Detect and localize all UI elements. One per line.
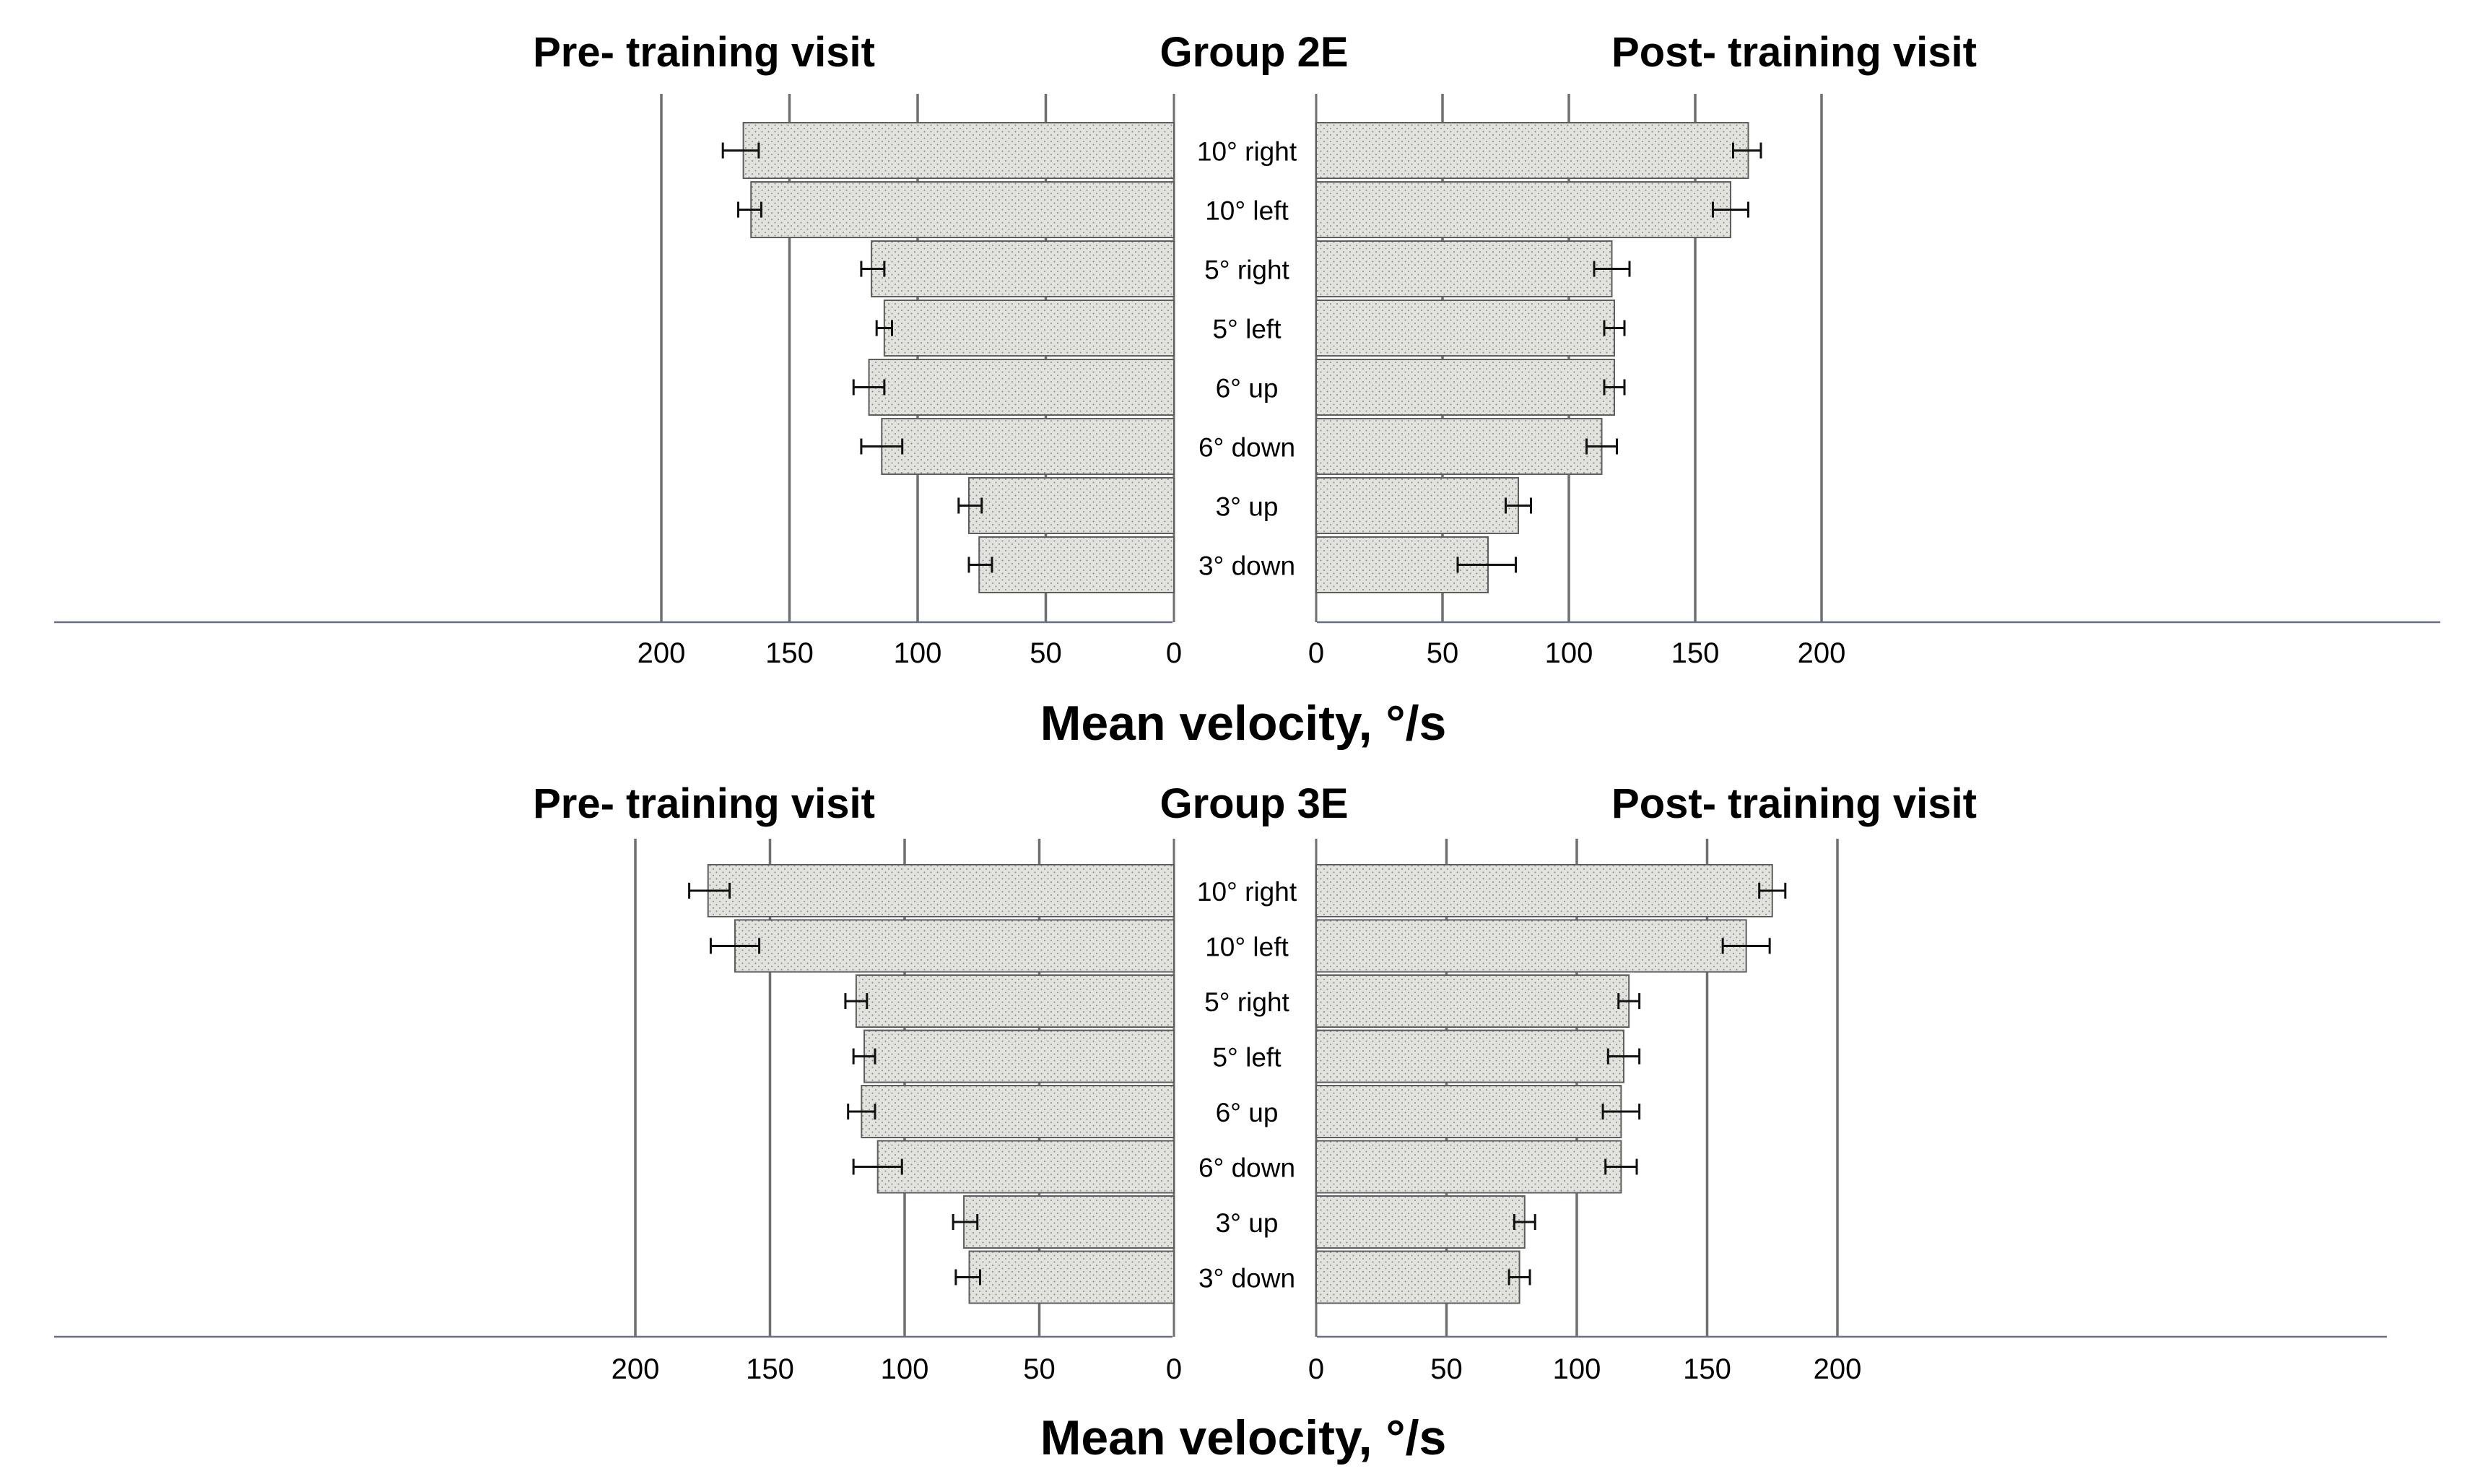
- pre-bar: [978, 536, 1175, 593]
- right-tick-label: 200: [1814, 1353, 1862, 1385]
- post-bar: [1315, 1029, 1624, 1083]
- category-label: 6° down: [1198, 433, 1295, 463]
- left-tick-label: 50: [1023, 1353, 1056, 1385]
- pre-bar: [968, 477, 1175, 534]
- category-label: 10° left: [1205, 933, 1289, 962]
- post-bar: [1315, 300, 1615, 357]
- right-tick-label: 50: [1427, 637, 1459, 669]
- pre-training-title: Pre- training visit: [533, 780, 875, 827]
- left-tick-label: 0: [1166, 1353, 1182, 1385]
- pre-bar: [876, 1140, 1175, 1194]
- left-tick-label: 100: [881, 1353, 929, 1385]
- category-label: 10° left: [1205, 196, 1289, 226]
- pre-bar: [750, 181, 1175, 238]
- left-tick-label: 200: [638, 637, 686, 669]
- right-tick-label: 0: [1308, 637, 1324, 669]
- group-title: Group 3E: [1159, 780, 1348, 827]
- right-tick-label: 150: [1671, 637, 1720, 669]
- category-label: 5° right: [1204, 987, 1289, 1017]
- right-tick-label: 150: [1683, 1353, 1731, 1385]
- category-label: 5° left: [1212, 315, 1282, 344]
- category-label: 3° up: [1216, 492, 1279, 522]
- pre-bar: [968, 1250, 1175, 1304]
- right-tick-label: 100: [1553, 1353, 1601, 1385]
- pre-bar: [861, 1085, 1175, 1138]
- category-label: 10° right: [1197, 877, 1297, 907]
- post-bar: [1315, 864, 1773, 917]
- category-label: 5° right: [1204, 256, 1289, 285]
- post-bar: [1315, 919, 1747, 973]
- post-training-title: Post- training visit: [1611, 780, 1977, 827]
- post-bar: [1315, 1195, 1526, 1249]
- category-label: 3° down: [1198, 1264, 1295, 1293]
- group-title: Group 2E: [1159, 29, 1348, 76]
- pre-bar: [871, 240, 1175, 297]
- category-label: 10° right: [1197, 137, 1297, 167]
- pre-bar: [855, 974, 1175, 1028]
- post-bar: [1315, 1085, 1622, 1138]
- category-label: 5° left: [1212, 1043, 1282, 1073]
- right-tick-label: 50: [1430, 1353, 1463, 1385]
- post-bar: [1315, 181, 1731, 238]
- pre-bar: [863, 1029, 1175, 1083]
- category-label: 6° down: [1198, 1153, 1295, 1183]
- right-tick-label: 200: [1798, 637, 1846, 669]
- post-bar: [1315, 974, 1630, 1028]
- category-label: 3° down: [1198, 551, 1295, 581]
- pre-bar: [734, 919, 1175, 973]
- left-tick-label: 200: [612, 1353, 660, 1385]
- pre-bar: [883, 300, 1175, 357]
- left-tick-label: 150: [746, 1353, 794, 1385]
- pre-training-title: Pre- training visit: [533, 29, 875, 76]
- left-tick-label: 50: [1030, 637, 1062, 669]
- pre-bar: [742, 122, 1175, 179]
- left-tick-label: 150: [765, 637, 814, 669]
- left-tick-label: 100: [894, 637, 942, 669]
- pre-bar: [868, 359, 1175, 416]
- post-bar: [1315, 1250, 1520, 1304]
- post-training-title: Post- training visit: [1611, 29, 1977, 76]
- post-bar: [1315, 477, 1519, 534]
- right-tick-label: 100: [1545, 637, 1593, 669]
- pre-bar: [881, 418, 1175, 475]
- left-tick-label: 0: [1166, 637, 1182, 669]
- post-bar: [1315, 359, 1615, 416]
- right-tick-label: 0: [1308, 1353, 1324, 1385]
- category-label: 6° up: [1216, 374, 1279, 403]
- x-axis-title: Mean velocity, °/s: [1040, 1410, 1447, 1465]
- category-label: 3° up: [1216, 1208, 1279, 1238]
- post-bar: [1315, 122, 1749, 179]
- post-bar: [1315, 1140, 1622, 1194]
- post-bar: [1315, 240, 1613, 297]
- category-label: 6° up: [1216, 1098, 1279, 1127]
- x-axis-title: Mean velocity, °/s: [1040, 696, 1447, 751]
- pre-bar: [963, 1195, 1175, 1249]
- post-bar: [1315, 418, 1603, 475]
- pre-bar: [707, 864, 1175, 917]
